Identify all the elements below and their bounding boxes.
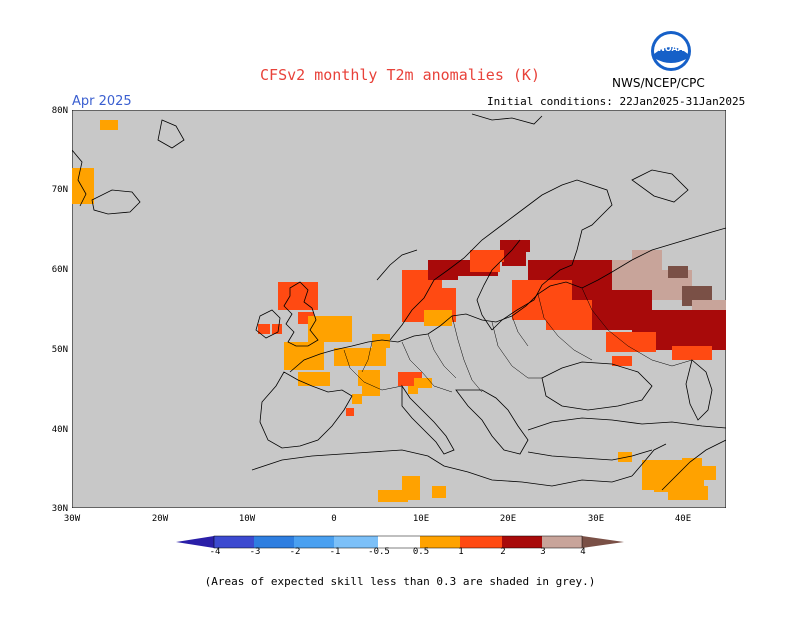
- lon-label-30w: 30W: [63, 514, 81, 524]
- scale-label: -4: [209, 547, 221, 557]
- lat-label-60: 60N: [51, 265, 68, 275]
- scale-arrow-high: [582, 536, 624, 548]
- scale-label: 1: [458, 547, 464, 557]
- lat-label-30: 30N: [51, 504, 68, 514]
- lat-label-80: 80N: [51, 106, 68, 116]
- initial-conditions: Initial conditions: 22Jan2025-31Jan2025: [487, 95, 746, 108]
- scale-label: -2: [289, 547, 301, 557]
- scale-label: -0.5: [368, 547, 390, 557]
- scale-label: 2: [500, 547, 506, 557]
- scale-label: -3: [249, 547, 261, 557]
- noaa-logo: NOAA: [651, 31, 691, 71]
- lon-label-0: 0: [331, 514, 337, 524]
- scale-bin: [378, 536, 420, 548]
- svg-text:NOAA: NOAA: [658, 44, 684, 53]
- anomaly-cell: [358, 370, 380, 386]
- anomaly-cell: [682, 458, 702, 470]
- anomaly-cell: [432, 486, 446, 498]
- anomaly-cell: [362, 386, 380, 396]
- anomaly-cell: [100, 120, 118, 130]
- scale-bin: [254, 536, 294, 548]
- coastlines: [72, 113, 726, 491]
- country-borders: [343, 287, 693, 393]
- lat-label-40: 40N: [51, 425, 68, 435]
- anomaly-cell: [668, 486, 708, 500]
- anomaly-cell: [352, 394, 362, 404]
- anomaly-cell: [408, 386, 418, 394]
- scale-bin: [294, 536, 334, 548]
- anomaly-cell: [484, 250, 504, 262]
- scale-bin: [420, 536, 460, 548]
- anomaly-cell: [702, 466, 716, 480]
- agency-label: NWS/NCEP/CPC: [612, 76, 705, 90]
- anomaly-cell: [284, 342, 324, 370]
- map-title: CFSv2 monthly T2m anomalies (K): [260, 66, 540, 84]
- forecast-month: Apr 2025: [72, 94, 132, 109]
- anomaly-cell: [334, 348, 386, 366]
- anomaly-cell: [662, 330, 726, 350]
- scale-label: -1: [329, 547, 341, 557]
- scale-label: 4: [580, 547, 586, 557]
- anomaly-cell: [346, 408, 354, 416]
- lon-label-20e: 20E: [499, 514, 517, 524]
- color-scale-bar: [176, 535, 624, 549]
- scale-bin: [214, 536, 254, 548]
- lon-label-20w: 20W: [151, 514, 169, 524]
- scale-label: 3: [540, 547, 546, 557]
- anomaly-cell: [272, 324, 282, 334]
- lat-label-70: 70N: [51, 185, 68, 195]
- scale-arrow-low: [176, 536, 214, 548]
- lon-label-40e: 40E: [674, 514, 692, 524]
- anomaly-cell: [424, 310, 452, 326]
- anomaly-cell: [606, 332, 656, 352]
- scale-bin: [460, 536, 502, 548]
- anomaly-cell: [72, 188, 94, 204]
- anomaly-cell: [298, 372, 330, 386]
- scale-label: 0.5: [412, 547, 430, 557]
- scale-bin: [334, 536, 378, 548]
- lon-label-30e: 30E: [587, 514, 605, 524]
- anomaly-cell: [372, 334, 390, 348]
- anomaly-cell: [668, 266, 688, 278]
- footnote: (Areas of expected skill less than 0.3 a…: [204, 575, 596, 588]
- anomaly-cell: [402, 476, 420, 500]
- anomaly-cell: [672, 346, 712, 360]
- anomaly-map: [72, 110, 726, 508]
- anomaly-cell: [502, 250, 526, 266]
- anomaly-cell: [308, 316, 352, 342]
- anomaly-cell: [414, 378, 432, 388]
- lon-label-10w: 10W: [238, 514, 256, 524]
- scale-bin: [542, 536, 582, 548]
- lon-label-10e: 10E: [412, 514, 430, 524]
- anomaly-cell: [258, 324, 270, 334]
- anomaly-cell: [612, 356, 632, 366]
- anomaly-cell: [378, 490, 408, 502]
- scale-bin: [502, 536, 542, 548]
- lat-label-50: 50N: [51, 345, 68, 355]
